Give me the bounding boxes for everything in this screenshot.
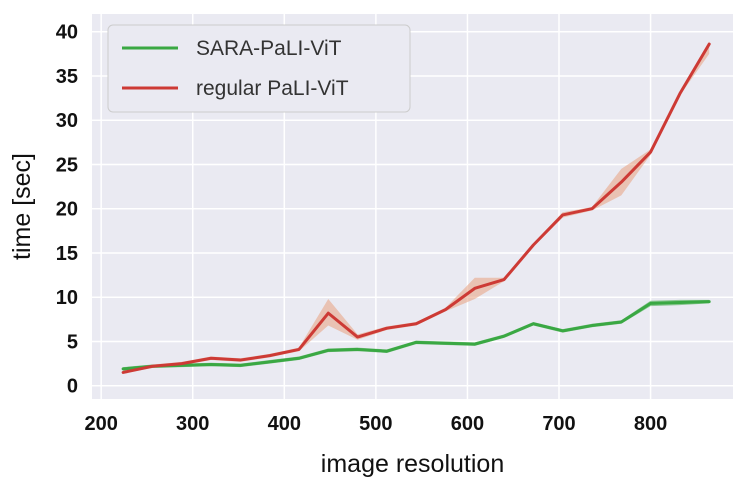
x-axis-ticks: 200 300 400 500 600 700 800 <box>84 413 667 435</box>
y-axis-title: time [sec] <box>8 153 36 260</box>
y-tick-label: 35 <box>56 66 78 88</box>
series-line-1 <box>121 42 711 374</box>
legend: SARA-PaLI-ViT regular PaLI-ViT <box>107 24 411 113</box>
x-tick-label: 300 <box>176 413 209 435</box>
x-tick-label: 400 <box>268 413 301 435</box>
y-tick-label: 10 <box>56 287 78 309</box>
y-tick-label: 5 <box>67 331 78 353</box>
legend-label-1: regular PaLI-ViT <box>196 77 349 100</box>
y-tick-label: 40 <box>56 22 78 44</box>
x-axis-title: image resolution <box>321 450 504 478</box>
series-line-0 <box>121 300 711 371</box>
x-tick-label: 700 <box>542 413 575 435</box>
x-tick-label: 600 <box>451 413 484 435</box>
x-tick-label: 800 <box>634 413 667 435</box>
y-tick-label: 20 <box>56 199 78 221</box>
y-tick-label: 30 <box>56 110 78 132</box>
x-tick-label: 500 <box>359 413 392 435</box>
y-tick-label: 25 <box>56 154 78 176</box>
y-tick-label: 15 <box>56 243 78 265</box>
y-tick-label: 0 <box>67 376 78 398</box>
legend-box <box>107 24 411 113</box>
series-lines <box>121 42 711 374</box>
x-tick-label: 200 <box>84 413 117 435</box>
y-axis-ticks: 0 5 10 15 20 25 30 35 40 <box>56 22 78 398</box>
legend-label-0: SARA-PaLI-ViT <box>196 37 342 60</box>
